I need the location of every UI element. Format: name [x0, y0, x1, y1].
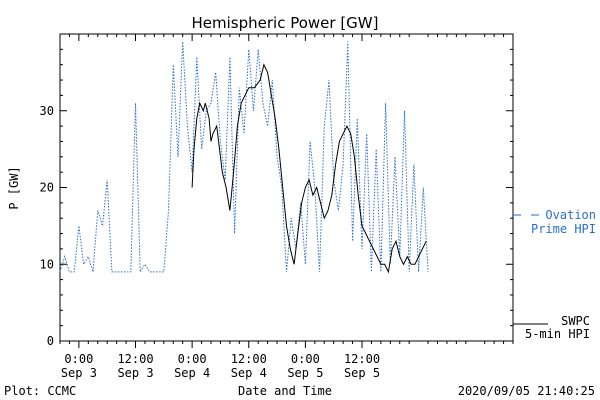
- x-tick-time-3: 12:00: [231, 352, 267, 366]
- x-tick-date-1: Sep 3: [117, 366, 153, 380]
- y-axis: 0 10 20 30: [40, 48, 513, 348]
- x-tick-date-0: Sep 3: [61, 366, 97, 380]
- legend-ovation-line1: Ovation: [545, 208, 596, 222]
- legend-swpc-line2: 5-min HPI: [525, 327, 590, 341]
- series-swpc-line: [191, 63, 427, 274]
- y-tick-label-2: 20: [40, 181, 54, 195]
- legend-ovation: Ovation Prime HPI: [513, 208, 596, 236]
- y-tick-label-1: 10: [40, 257, 54, 271]
- series-layer: [59, 41, 429, 274]
- x-tick-date-2: Sep 4: [174, 366, 210, 380]
- x-tick-time-5: 12:00: [344, 352, 380, 366]
- x-axis-label: Date and Time: [238, 384, 332, 398]
- x-tick-time-0: 0:00: [64, 352, 93, 366]
- plot-timestamp: 2020/09/05 21:40:25: [458, 384, 595, 398]
- x-tick-time-1: 12:00: [117, 352, 153, 366]
- x-tick-date-4: Sep 5: [287, 366, 323, 380]
- series-ovation-line: [59, 41, 429, 274]
- x-tick-time-2: 0:00: [178, 352, 207, 366]
- legend-swpc-line1: SWPC: [561, 314, 590, 328]
- legend-ovation-line2: Prime HPI: [531, 222, 596, 236]
- legend-swpc: SWPC 5-min HPI: [513, 314, 590, 341]
- x-tick-time-4: 0:00: [291, 352, 320, 366]
- plot-frame: [59, 33, 514, 342]
- x-tick-date-5: Sep 5: [344, 366, 380, 380]
- y-tick-label-0: 0: [47, 334, 54, 348]
- y-axis-label: P [GW]: [7, 166, 21, 209]
- plot-credit: Plot: CCMC: [4, 384, 76, 398]
- chart-title: Hemispheric Power [GW]: [192, 14, 379, 32]
- x-tick-date-3: Sep 4: [231, 366, 267, 380]
- y-tick-label-3: 30: [40, 104, 54, 118]
